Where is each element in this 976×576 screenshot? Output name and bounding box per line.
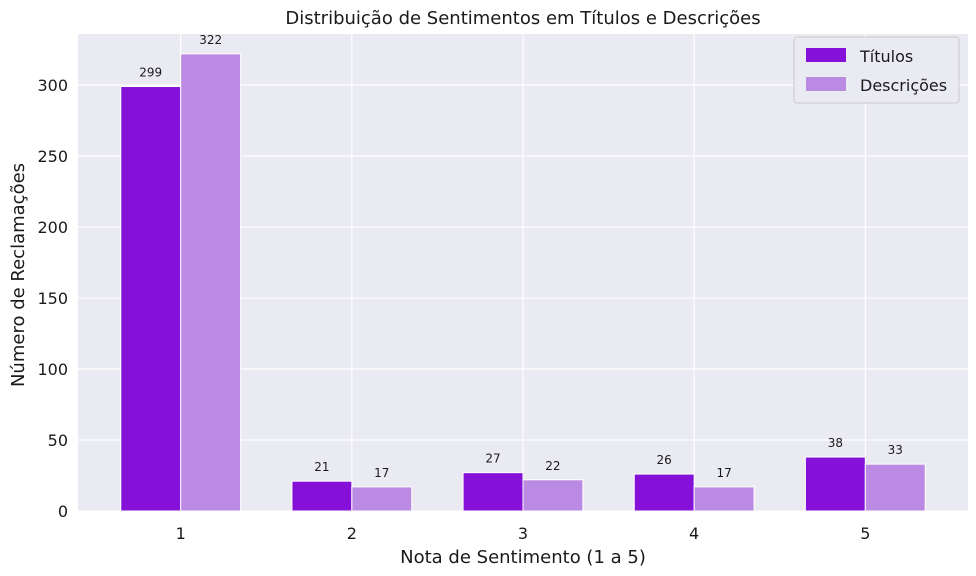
y-axis-label: Número de Reclamações <box>8 163 29 387</box>
x-tick-labels: 1 2 3 4 5 <box>176 524 871 543</box>
x-tick-label: 5 <box>860 524 870 543</box>
y-tick-label: 100 <box>37 360 68 379</box>
bar-descricoes <box>693 486 755 512</box>
y-tick-labels: 0 50 100 150 200 250 300 <box>37 76 68 521</box>
legend: Títulos Descrições <box>793 36 960 104</box>
bar-value-label: 33 <box>888 443 903 457</box>
bar-value-label: 22 <box>545 459 560 473</box>
bar-value-label: 26 <box>657 453 672 467</box>
x-tick-label: 3 <box>518 524 528 543</box>
value-labels: 299 21 27 26 38 322 17 22 17 33 <box>139 33 903 480</box>
bar-value-label: 17 <box>374 466 389 480</box>
bar-titulos <box>462 472 524 512</box>
legend-swatch-titulos <box>806 48 846 62</box>
bar-descricoes <box>522 479 584 512</box>
y-tick-label: 200 <box>37 218 68 237</box>
bar-value-label: 21 <box>314 460 329 474</box>
bar-value-label: 299 <box>139 66 162 80</box>
bar-titulos <box>120 86 182 512</box>
x-tick-label: 2 <box>347 524 357 543</box>
legend-label-descricoes: Descrições <box>860 76 947 95</box>
bar-titulos <box>291 480 353 512</box>
legend-swatch-descricoes <box>806 77 846 91</box>
bar-value-label: 17 <box>716 466 731 480</box>
y-tick-label: 300 <box>37 76 68 95</box>
bar-value-label: 38 <box>828 436 843 450</box>
bar-value-label: 322 <box>199 33 222 47</box>
y-tick-label: 250 <box>37 147 68 166</box>
bar-titulos <box>804 456 866 512</box>
bar-descricoes <box>351 486 413 512</box>
bar-descricoes <box>864 463 926 512</box>
legend-label-titulos: Títulos <box>859 47 913 66</box>
chart-title: Distribuição de Sentimentos em Títulos e… <box>285 8 760 29</box>
x-tick-label: 4 <box>689 524 699 543</box>
y-tick-label: 0 <box>58 502 68 521</box>
x-axis-label: Nota de Sentimento (1 a 5) <box>400 547 646 568</box>
y-tick-label: 150 <box>37 289 68 308</box>
x-tick-label: 1 <box>176 524 186 543</box>
bar-titulos <box>633 473 695 512</box>
y-tick-label: 50 <box>48 431 68 450</box>
bars <box>120 53 926 512</box>
bar-value-label: 27 <box>485 452 500 466</box>
bar-descricoes <box>180 53 242 512</box>
